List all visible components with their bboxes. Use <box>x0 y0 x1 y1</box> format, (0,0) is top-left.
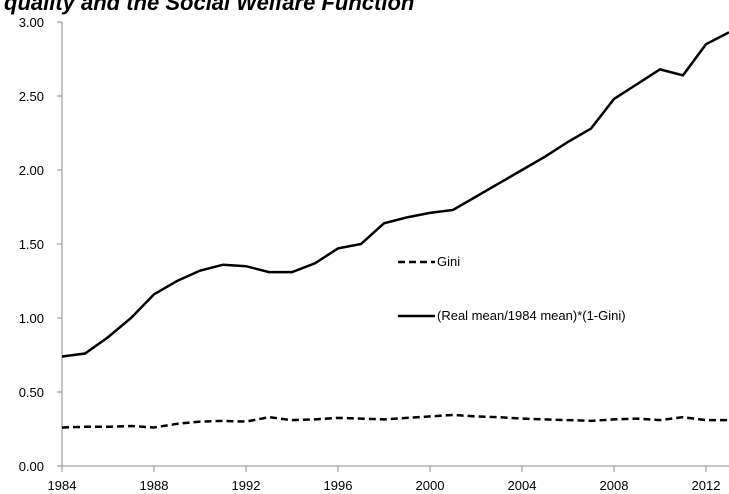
y-tick-label: 2.50 <box>19 89 44 104</box>
x-tick-label: 2008 <box>600 478 629 493</box>
y-tick-label: 2.00 <box>19 163 44 178</box>
x-tick-label: 2012 <box>692 478 721 493</box>
y-tick-label: 1.00 <box>19 311 44 326</box>
y-tick-label: 0.50 <box>19 385 44 400</box>
x-tick-label: 1988 <box>140 478 169 493</box>
x-tick-label: 2000 <box>416 478 445 493</box>
legend-label: Gini <box>437 254 460 269</box>
series-line <box>61 31 729 358</box>
series-line <box>61 413 729 429</box>
x-tick-label: 1992 <box>232 478 261 493</box>
chart-title: quality and the Social Welfare Function <box>4 0 414 15</box>
legend-label: (Real mean/1984 mean)*(1-Gini) <box>437 308 626 323</box>
x-tick-label: 1984 <box>48 478 77 493</box>
y-tick-label: 3.00 <box>19 15 44 30</box>
y-tick-label: 1.50 <box>19 237 44 252</box>
x-tick-label: 1996 <box>324 478 353 493</box>
x-tick-label: 2004 <box>508 478 537 493</box>
y-tick-label: 0.00 <box>19 459 44 474</box>
